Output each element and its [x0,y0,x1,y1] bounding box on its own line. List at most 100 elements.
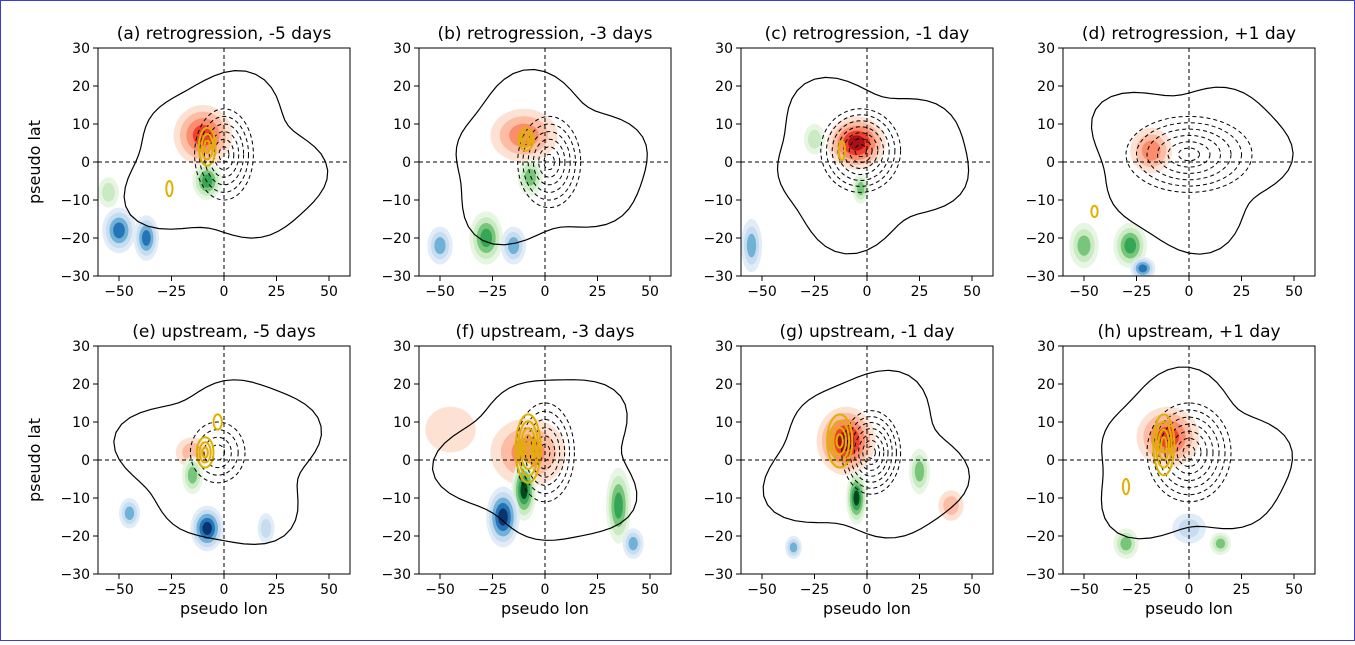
x-tick-label: −50 [1069,582,1099,598]
dashed-contour-5 [831,120,890,181]
y-tick-label: −20 [60,231,90,247]
x-tick-label: 50 [320,284,338,300]
solid-contour [776,76,970,255]
panel-title: (c) retrogression, -1 day [765,24,970,44]
plot-area [1100,366,1294,559]
solid-contour [762,369,971,539]
y-tick-label: −30 [1025,567,1055,583]
shade-green-3-2 [1077,235,1091,256]
dashed-contour-4 [1146,128,1232,181]
y-tick-label: −20 [1025,529,1055,545]
y-tick-label: 0 [724,155,733,171]
x-tick-label: 25 [1233,284,1251,300]
x-tick-label: −50 [104,284,134,300]
y-tick-label: −30 [60,567,90,583]
panel-d: (d) retrogression, +1 day −50 −25 0 25 50 30 20… [1025,24,1316,300]
x-tick-label: 0 [220,284,229,300]
y-tick-label: −20 [703,231,733,247]
y-tick-label: 0 [81,453,90,469]
x-tick-label: −25 [1122,284,1152,300]
x-tick-label: 25 [589,284,607,300]
x-tick-label: 0 [863,582,872,598]
y-tick-label: 10 [393,415,411,431]
y-tick-label: −10 [703,491,733,507]
shade-green-4-1 [102,183,115,202]
dashed-contour-2 [848,138,873,164]
y-tick-label: 30 [715,41,733,57]
y-tick-label: 10 [72,117,90,133]
x-tick-label: 25 [268,284,286,300]
x-tick-label: 0 [1185,582,1194,598]
yellow-contour-1-1 [1121,478,1131,496]
shade-green-1-2 [1120,536,1132,551]
y-tick-label: 10 [72,415,90,431]
y-tick-label: 20 [72,79,90,95]
x-tick-label: 0 [541,284,550,300]
yellow-contour-0-1 [835,433,844,449]
panel-title: (d) retrogression, +1 day [1082,24,1296,44]
yellow-contour-0-4 [1152,413,1176,477]
shade-blue-2-3 [113,222,125,239]
y-tick-label: −30 [703,269,733,285]
x-tick-label: 0 [1185,284,1194,300]
yellow-contour-0-1 [837,140,846,162]
y-tick-label: −20 [381,529,411,545]
dashed-contour-1 [1178,147,1200,162]
x-tick-label: 50 [320,582,338,598]
shade-blue-2-2 [746,233,757,258]
shade-blue-2-3 [1138,264,1148,273]
panel-f: (f) upstream, -3 days −50 −25 0 25 50 30 20 10 0 −… [381,322,672,618]
solid-contour [1100,366,1294,540]
dashed-contour-4 [853,428,889,477]
yellow-contour-0-1 [524,440,532,457]
x-tick-label: −25 [800,582,830,598]
dashed-contour-2 [534,435,556,470]
yellow-contour-0-2 [522,433,535,464]
shade-green-1-4 [520,481,528,500]
x-tick-label: 50 [1285,582,1303,598]
plot-area [98,69,329,261]
x-tick-label: −50 [1069,284,1099,300]
yellow-contour-0-3 [517,126,535,152]
panel-e: (e) upstream, -5 days −50 −25 0 25 50 30 20 10 0 −… [25,322,351,618]
panel-g: (g) upstream, -1 day −50 −25 0 25 50 30 20 10 0 −1… [703,322,994,618]
y-tick-label: −10 [60,193,90,209]
shade-blue-4-1 [260,519,272,538]
dashed-contour-1 [854,144,867,158]
yellow-contour-1-1 [212,413,223,431]
y-tick-label: 0 [1046,453,1055,469]
yellow-contour-0-3 [195,436,215,469]
y-axis-label: pseudo lat [25,418,44,502]
y-tick-label: −30 [703,567,733,583]
dashed-contour-6 [1125,115,1253,193]
shade-red-5-0 [425,406,476,453]
shade-blue-3-3 [141,230,151,246]
y-tick-label: −10 [703,193,733,209]
y-tick-label: −10 [60,491,90,507]
y-tick-label: −30 [60,269,90,285]
dashed-contour-4 [189,421,246,484]
x-tick-label: −25 [157,582,187,598]
y-tick-label: 30 [1037,41,1055,57]
plot-area [427,68,648,265]
x-axis-label: pseudo lon [501,599,589,618]
y-tick-label: 0 [402,155,411,171]
y-tick-label: 20 [715,377,733,393]
panel-title: (f) upstream, -3 days [455,322,634,342]
dashed-contour-4 [527,131,571,193]
yellow-contour-0-1 [1090,204,1099,219]
x-tick-label: 0 [541,582,550,598]
panel-h: (h) upstream, +1 day −50 −25 0 25 50 30 20 10 0 −1… [1025,322,1316,618]
y-tick-label: −20 [703,529,733,545]
x-tick-label: −50 [747,582,777,598]
x-tick-label: −50 [747,284,777,300]
plot-area [1069,86,1294,276]
dashed-contour-6 [194,108,254,201]
dashed-contour-7 [820,108,902,193]
panel-title: (a) retrogression, -5 days [117,24,332,44]
yellow-contour-0-2 [198,441,212,464]
x-tick-label: −50 [425,284,455,300]
dashed-contour-6 [826,114,896,187]
dashed-contour-4 [524,418,566,486]
